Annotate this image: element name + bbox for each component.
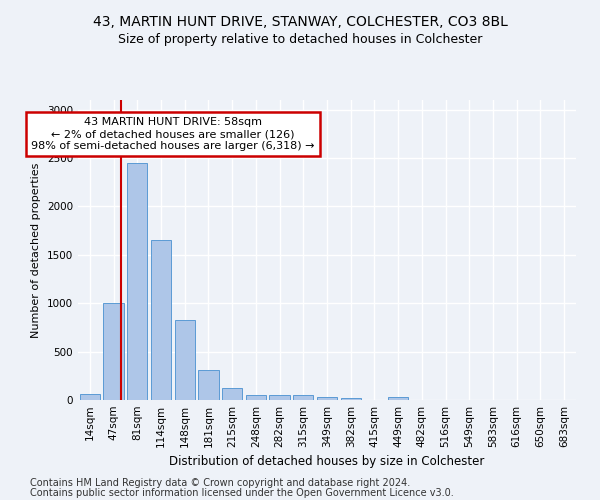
Bar <box>388 397 408 400</box>
Text: 43 MARTIN HUNT DRIVE: 58sqm
← 2% of detached houses are smaller (126)
98% of sem: 43 MARTIN HUNT DRIVE: 58sqm ← 2% of deta… <box>31 118 314 150</box>
Bar <box>222 388 242 400</box>
X-axis label: Distribution of detached houses by size in Colchester: Distribution of detached houses by size … <box>169 456 485 468</box>
Text: Contains public sector information licensed under the Open Government Licence v3: Contains public sector information licen… <box>30 488 454 498</box>
Bar <box>341 398 361 400</box>
Text: 43, MARTIN HUNT DRIVE, STANWAY, COLCHESTER, CO3 8BL: 43, MARTIN HUNT DRIVE, STANWAY, COLCHEST… <box>92 15 508 29</box>
Text: Contains HM Land Registry data © Crown copyright and database right 2024.: Contains HM Land Registry data © Crown c… <box>30 478 410 488</box>
Y-axis label: Number of detached properties: Number of detached properties <box>31 162 41 338</box>
Bar <box>246 394 266 400</box>
Bar <box>103 303 124 400</box>
Bar <box>269 395 290 400</box>
Bar <box>80 394 100 400</box>
Bar <box>293 395 313 400</box>
Bar <box>151 240 171 400</box>
Bar <box>199 370 218 400</box>
Bar <box>127 163 148 400</box>
Bar <box>175 320 195 400</box>
Text: Size of property relative to detached houses in Colchester: Size of property relative to detached ho… <box>118 32 482 46</box>
Bar <box>317 397 337 400</box>
